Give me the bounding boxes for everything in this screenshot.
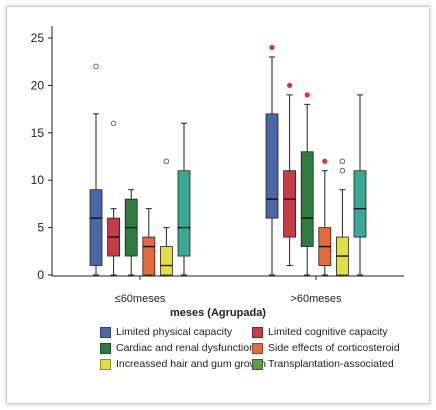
outlier-point <box>110 120 117 127</box>
y-tick-label: 15 <box>31 126 45 140</box>
box-1-1 <box>283 82 297 267</box>
outlier-point <box>93 63 99 70</box>
iqr-box <box>265 113 279 219</box>
legend-item: Limited cognitive capacity <box>252 326 420 338</box>
legend-item: Limited physical capacity <box>100 326 252 338</box>
box-5-0 <box>177 122 191 276</box>
iqr-box <box>159 246 173 276</box>
legend: Limited physical capacity Limited cogniti… <box>100 326 420 370</box>
box-4-1 <box>335 158 349 276</box>
x-tick-label: >60meses <box>290 293 342 305</box>
box-3-0 <box>142 208 156 276</box>
iqr-box <box>353 170 367 238</box>
box-0-0 <box>89 63 103 276</box>
iqr-box <box>300 151 314 247</box>
legend-item: Cardiac and renal dysfunctions <box>100 342 260 354</box>
outlier-point <box>339 158 346 165</box>
outlier-point <box>304 92 310 98</box>
legend-item: Transplantation-associated <box>252 358 420 370</box>
legend-swatch <box>252 358 263 370</box>
legend-label: Increassed hair and gum growth <box>116 358 266 370</box>
legend-swatch <box>100 326 111 338</box>
y-tick-label: 5 <box>37 221 44 235</box>
legend-label: Limited cognitive capacity <box>268 326 388 338</box>
iqr-box <box>283 170 297 238</box>
outlier-point <box>287 82 293 88</box>
legend-item: Side effects of corticosteroid <box>252 342 420 354</box>
y-tick-label: 20 <box>31 78 45 92</box>
axes: 0 5 10 15 20 25 ≤60meses >60meses <box>31 26 404 305</box>
legend-item: Increassed hair and gum growth <box>100 358 266 370</box>
legend-swatch <box>100 358 111 370</box>
x-tick-label: ≤60meses <box>115 293 166 305</box>
outlier-point <box>163 158 170 165</box>
legend-label: Transplantation-associated <box>268 358 394 370</box>
y-tick-label: 0 <box>37 268 44 282</box>
box-5-1 <box>353 94 367 276</box>
iqr-box <box>89 189 103 266</box>
iqr-box <box>177 170 191 257</box>
box-2-0 <box>124 189 138 276</box>
x-axis-title: meses (Agrupada) <box>170 307 266 319</box>
box-3-1 <box>318 158 332 276</box>
outlier-point <box>339 167 346 174</box>
box-4-0 <box>159 158 173 276</box>
box-0-1 <box>265 44 279 276</box>
y-tick-label: 10 <box>31 173 45 187</box>
box-1-0 <box>107 120 120 276</box>
legend-label: Side effects of corticosteroid <box>268 342 400 354</box>
legend-swatch <box>252 326 263 338</box>
box-2-1 <box>300 92 314 276</box>
y-tick-label: 25 <box>31 31 45 45</box>
legend-label: Cardiac and renal dysfunctions <box>116 342 261 354</box>
legend-swatch <box>252 342 263 354</box>
legend-swatch <box>100 342 111 354</box>
outlier-point <box>322 158 328 164</box>
legend-label: Limited physical capacity <box>116 326 233 338</box>
iqr-box <box>142 236 156 276</box>
boxes-layer <box>89 44 367 276</box>
outlier-point <box>269 44 275 51</box>
